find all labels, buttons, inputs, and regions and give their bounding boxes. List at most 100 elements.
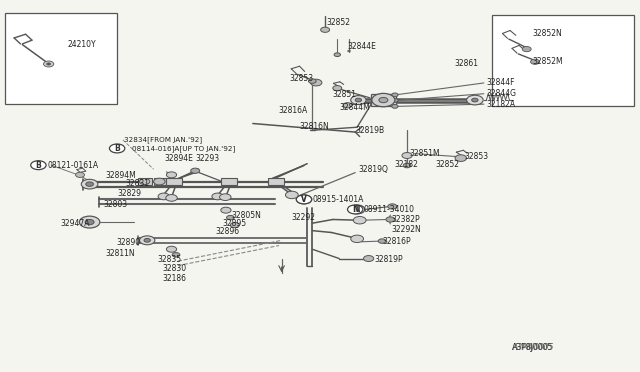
Text: 32292N: 32292N <box>392 225 421 234</box>
Bar <box>371 94 396 106</box>
Text: 32861: 32861 <box>454 59 479 68</box>
Circle shape <box>386 217 395 222</box>
Text: 32851: 32851 <box>333 90 357 99</box>
Text: 32816P: 32816P <box>383 237 412 246</box>
Circle shape <box>388 204 397 209</box>
Text: 32292: 32292 <box>292 213 316 222</box>
Text: A3P8J0005: A3P8J0005 <box>512 343 553 352</box>
Circle shape <box>355 98 362 102</box>
Bar <box>5 13 117 104</box>
Text: 32835: 32835 <box>157 255 182 264</box>
Bar <box>492 15 634 106</box>
Text: 32182A: 32182A <box>486 100 516 109</box>
Text: B: B <box>115 144 120 153</box>
Circle shape <box>154 178 165 185</box>
Circle shape <box>144 238 150 242</box>
Bar <box>166 178 182 185</box>
Bar <box>138 178 152 185</box>
Text: 32896: 32896 <box>216 227 240 236</box>
Text: 32852: 32852 <box>326 18 351 27</box>
Text: 08114-016]A[UP TO JAN.'92]: 08114-016]A[UP TO JAN.'92] <box>132 145 236 152</box>
Text: 32805N: 32805N <box>232 211 262 219</box>
Circle shape <box>472 98 478 102</box>
Bar <box>221 178 237 185</box>
Circle shape <box>343 103 352 108</box>
Circle shape <box>531 59 540 64</box>
Text: 32852: 32852 <box>435 160 460 169</box>
Text: N: N <box>352 205 358 214</box>
Text: 32853: 32853 <box>289 74 314 83</box>
Circle shape <box>372 93 395 107</box>
Text: A3P8J0005: A3P8J0005 <box>512 343 554 352</box>
Text: 32895: 32895 <box>222 219 246 228</box>
Text: 32834[FROM JAN.'92]: 32834[FROM JAN.'92] <box>124 136 202 142</box>
Text: 08911-34010: 08911-34010 <box>364 205 415 214</box>
Circle shape <box>220 194 231 201</box>
Circle shape <box>109 144 125 153</box>
Circle shape <box>392 105 398 108</box>
Bar <box>154 178 166 185</box>
Text: B: B <box>36 161 41 170</box>
Circle shape <box>221 207 231 213</box>
Circle shape <box>392 93 398 97</box>
Text: 32844M: 32844M <box>339 103 370 112</box>
Circle shape <box>296 195 312 204</box>
Circle shape <box>31 161 46 170</box>
Text: 32844F: 32844F <box>486 78 515 87</box>
Text: 32819Q: 32819Q <box>358 165 388 174</box>
Circle shape <box>364 256 374 262</box>
Circle shape <box>285 191 298 199</box>
Circle shape <box>227 215 234 220</box>
Text: 32830: 32830 <box>163 264 187 273</box>
Text: 32851M: 32851M <box>410 149 440 158</box>
Circle shape <box>166 195 177 201</box>
Text: 08915-1401A: 08915-1401A <box>312 195 364 204</box>
Circle shape <box>79 216 100 228</box>
Circle shape <box>351 235 364 243</box>
Text: 32186: 32186 <box>163 274 187 283</box>
Circle shape <box>172 253 180 257</box>
Text: 32947A: 32947A <box>61 219 90 228</box>
Text: 32816A: 32816A <box>278 106 308 115</box>
Text: 08121-0161A: 08121-0161A <box>48 161 99 170</box>
Text: 32852N: 32852N <box>532 29 562 38</box>
Text: 32829: 32829 <box>117 189 141 198</box>
Circle shape <box>455 155 467 161</box>
Circle shape <box>140 236 155 245</box>
Bar <box>268 178 284 185</box>
Circle shape <box>191 168 200 173</box>
Circle shape <box>467 95 483 105</box>
Circle shape <box>378 239 386 243</box>
Circle shape <box>310 79 322 86</box>
Circle shape <box>44 61 54 67</box>
Circle shape <box>403 163 411 168</box>
Circle shape <box>230 222 239 228</box>
Circle shape <box>47 63 51 65</box>
Text: 32894M: 32894M <box>106 171 136 180</box>
Circle shape <box>166 172 177 178</box>
Text: 32890: 32890 <box>116 238 141 247</box>
Circle shape <box>85 219 94 225</box>
Circle shape <box>349 205 365 214</box>
Circle shape <box>86 182 93 186</box>
Text: 32803: 32803 <box>104 201 128 209</box>
Text: 32844G: 32844G <box>486 89 516 98</box>
Circle shape <box>212 193 223 200</box>
Text: 24210Y: 24210Y <box>67 40 96 49</box>
Text: 32819B: 32819B <box>355 126 385 135</box>
Circle shape <box>166 246 177 252</box>
Text: V: V <box>301 195 307 204</box>
Text: 32819P: 32819P <box>374 255 403 264</box>
Circle shape <box>334 53 340 57</box>
Circle shape <box>76 172 84 177</box>
Text: 32382P: 32382P <box>392 215 420 224</box>
Text: 32831: 32831 <box>125 179 150 188</box>
Circle shape <box>158 193 170 200</box>
Text: 32844E: 32844E <box>348 42 376 51</box>
Circle shape <box>81 179 98 189</box>
Text: 32811N: 32811N <box>106 249 135 258</box>
Text: V: V <box>301 195 307 204</box>
Circle shape <box>522 46 531 52</box>
Text: 32293: 32293 <box>196 154 220 163</box>
Circle shape <box>321 27 330 32</box>
